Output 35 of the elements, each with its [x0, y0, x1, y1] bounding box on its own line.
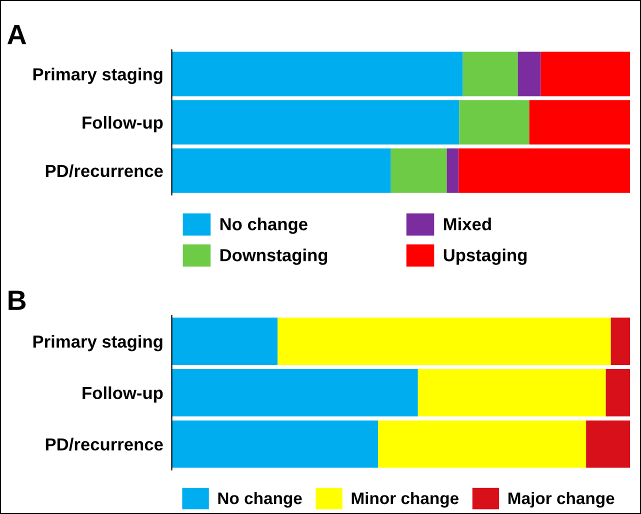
legend-label: Downstaging: [220, 248, 328, 265]
bar: [172, 420, 378, 468]
bar: [172, 148, 391, 193]
bar: [459, 100, 530, 145]
y-tick-label: Follow-up: [82, 116, 163, 132]
chart-title: B: [8, 290, 26, 310]
bar: [462, 52, 518, 96]
bar: [606, 369, 630, 416]
y-tick-label: PD/recurrence: [46, 438, 163, 451]
bar: [418, 369, 606, 416]
legend-label: Major change: [508, 492, 614, 508]
legend-label: No change: [218, 492, 302, 508]
bar: [172, 100, 460, 145]
bar: [378, 420, 586, 468]
legend-label: Upstaging: [444, 248, 527, 265]
bar: [458, 148, 630, 193]
legend-label: No change: [220, 218, 308, 234]
bar: [540, 52, 630, 96]
bar: [172, 52, 463, 96]
bar: [529, 100, 630, 145]
legend-label: Mixed: [444, 218, 491, 230]
bar: [610, 318, 630, 365]
bar: [390, 148, 447, 193]
chart-title: A: [7, 24, 26, 44]
y-tick-label: Primary staging: [33, 335, 162, 352]
legend-label: Minor change: [352, 492, 458, 508]
bar: [172, 318, 278, 365]
bar: [278, 318, 611, 365]
y-tick-label: Follow-up: [82, 386, 163, 403]
y-tick-label: Primary staging: [33, 68, 162, 84]
bar: [518, 52, 541, 96]
y-tick-label: PD/recurrence: [46, 164, 163, 178]
bar: [586, 420, 630, 468]
bar: [446, 148, 459, 193]
bar: [172, 369, 418, 416]
